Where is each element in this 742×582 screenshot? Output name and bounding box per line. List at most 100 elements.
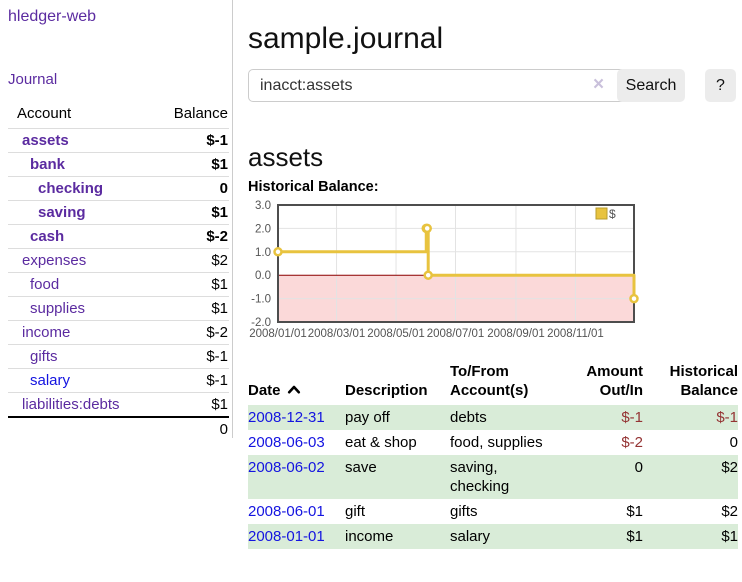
account-link-gifts[interactable]: gifts [30,348,58,365]
balance-header: Historical Balance [669,363,738,399]
transaction-amount: 0 [634,459,643,476]
sidebar-item-journal[interactable]: Journal [8,71,58,88]
account-link-salary[interactable]: salary [30,372,71,389]
date-sort-header[interactable]: Date [248,362,345,405]
transaction-date-link[interactable]: 2008-06-01 [248,503,325,520]
help-button[interactable]: ? [705,69,736,102]
account-link-supplies[interactable]: supplies [30,300,86,317]
transaction-row: 2008-01-01 income salary $1 $1 [248,524,738,549]
account-link-assets[interactable]: assets [22,132,69,149]
accounts-total-row: 0 [8,417,229,441]
transaction-date-link[interactable]: 2008-06-03 [248,434,325,451]
svg-text:2008/07/01: 2008/07/01 [427,328,485,340]
clear-search-icon[interactable]: × [593,74,605,95]
transaction-amount: $-1 [621,409,643,426]
account-link-saving[interactable]: saving [38,204,86,221]
svg-text:3.0: 3.0 [255,200,271,212]
transaction-accounts: debts [450,409,487,426]
account-balance: 0 [219,180,228,197]
app-title-link[interactable]: hledger-web [8,8,97,25]
account-link-liabilities-debts[interactable]: liabilities:debts [22,396,120,413]
accounts-table: Account Balance assets $-1 bank $1 check… [8,100,229,441]
search-button[interactable]: Search [617,69,685,102]
sort-ascending-icon [287,385,300,394]
svg-text:2008/03/01: 2008/03/01 [308,328,366,340]
svg-text:2008/09/01: 2008/09/01 [487,328,545,340]
account-link-expenses[interactable]: expenses [22,252,87,269]
svg-text:0.0: 0.0 [255,270,271,282]
transaction-date-link[interactable]: 2008-06-02 [248,459,325,476]
accounts-table-header: Account Balance [8,100,229,129]
transaction-accounts: salary [450,528,491,545]
transaction-balance: 0 [729,434,738,451]
transaction-row: 2008-06-02 save saving, checking 0 $2 [248,455,738,499]
search-input[interactable] [248,69,635,102]
transaction-amount: $-2 [621,434,643,451]
account-link-income[interactable]: income [22,324,71,341]
account-row-assets: assets $-1 [8,128,229,153]
transaction-description: income [345,528,394,545]
svg-text:2008/11/01: 2008/11/01 [547,328,604,340]
account-row-gifts: gifts $-1 [8,344,229,369]
account-link-checking[interactable]: checking [38,180,104,197]
account-balance: $-1 [206,372,228,389]
svg-text:-2.0: -2.0 [251,317,271,329]
account-row-expenses: expenses $2 [8,248,229,273]
account-balance: $1 [211,204,228,221]
account-balance: $-1 [206,132,228,149]
account-balance: $-2 [206,324,228,341]
transaction-description: eat & shop [345,434,417,451]
date-header-label: Date [248,382,281,399]
svg-text:-1.0: -1.0 [251,294,271,306]
transaction-balance: $-1 [716,409,738,426]
transaction-accounts: gifts [450,503,478,520]
accounts-total-balance: 0 [219,421,228,438]
account-balance: $2 [211,252,228,269]
sidebar-divider [232,0,233,438]
account-balance: $1 [211,396,228,413]
account-balance: $-2 [206,228,228,245]
balance-column-header: Balance [173,105,228,122]
chart-heading: Historical Balance: [248,179,379,195]
description-header: Description [345,382,428,399]
accounts-header: To/From Account(s) [450,363,529,399]
transaction-date-link[interactable]: 2008-12-31 [248,409,325,426]
transaction-row: 2008-06-03 eat & shop food, supplies $-2… [248,430,738,455]
account-row-checking: checking 0 [8,176,229,201]
main-content: sample.journal × Search ? assets Histori… [248,0,742,582]
account-row-income: income $-2 [8,320,229,345]
account-link-bank[interactable]: bank [30,156,66,173]
page-title: sample.journal [248,22,444,56]
svg-text:2.0: 2.0 [255,223,271,235]
account-row-food: food $1 [8,272,229,297]
account-balance: $-1 [206,348,228,365]
account-balance: $1 [211,276,228,293]
account-row-cash: cash $-2 [8,224,229,249]
transaction-balance: $2 [721,459,738,476]
account-link-cash[interactable]: cash [30,228,65,245]
svg-text:1.0: 1.0 [255,247,271,259]
transaction-accounts: food, supplies [450,434,543,451]
transaction-amount: $1 [626,503,643,520]
transaction-balance: $2 [721,503,738,520]
transaction-balance: $1 [721,528,738,545]
account-row-salary: salary $-1 [8,368,229,393]
transaction-amount: $1 [626,528,643,545]
amount-header: Amount Out/In [586,363,643,399]
account-row-saving: saving $1 [8,200,229,225]
svg-text:2008/01/01: 2008/01/01 [249,328,307,340]
account-row-bank: bank $1 [8,152,229,177]
account-balance: $1 [211,156,228,173]
account-link-food[interactable]: food [30,276,60,293]
transaction-date-link[interactable]: 2008-01-01 [248,528,325,545]
transaction-description: gift [345,503,366,520]
transaction-description: save [345,459,377,476]
account-row-supplies: supplies $1 [8,296,229,321]
account-heading: assets [248,141,324,172]
account-balance: $1 [211,300,228,317]
transaction-description: pay off [345,409,390,426]
transactions-table: Date Description To/From Account(s) Amou… [248,362,738,549]
transactions-header-row: Date Description To/From Account(s) Amou… [248,362,738,405]
